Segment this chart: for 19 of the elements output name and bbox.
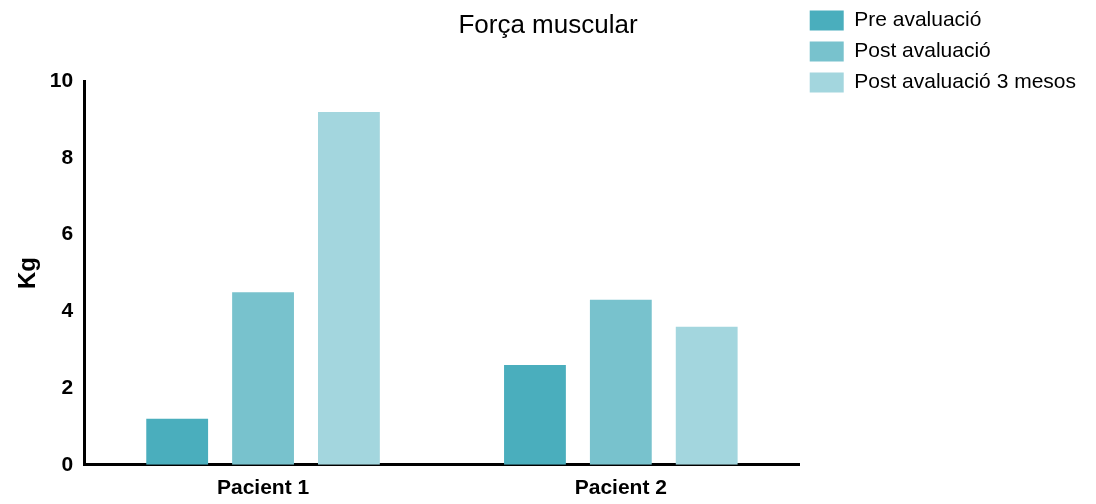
y-tick-label: 2 bbox=[61, 374, 74, 398]
chart-title: Força muscular bbox=[458, 8, 638, 39]
bar bbox=[504, 365, 566, 465]
y-tick-label: 6 bbox=[61, 221, 74, 245]
legend-label: Post avaluació bbox=[854, 38, 991, 62]
y-tick-label: 0 bbox=[61, 451, 74, 475]
legend-label: Post avaluació 3 mesos bbox=[854, 69, 1077, 93]
y-tick-label: 10 bbox=[49, 68, 74, 91]
bar bbox=[318, 111, 380, 465]
bar bbox=[146, 418, 209, 465]
y-tick-label: 8 bbox=[61, 144, 74, 168]
bar bbox=[675, 326, 738, 465]
y-tick-label: 4 bbox=[61, 298, 74, 322]
bar bbox=[589, 299, 652, 465]
y-axis-title: Kg bbox=[13, 257, 41, 289]
legend-label: Pre avaluació bbox=[854, 7, 982, 31]
x-tick-label: Pacient 2 bbox=[574, 475, 667, 499]
x-tick-label: Pacient 1 bbox=[216, 475, 310, 499]
bar bbox=[232, 292, 294, 465]
